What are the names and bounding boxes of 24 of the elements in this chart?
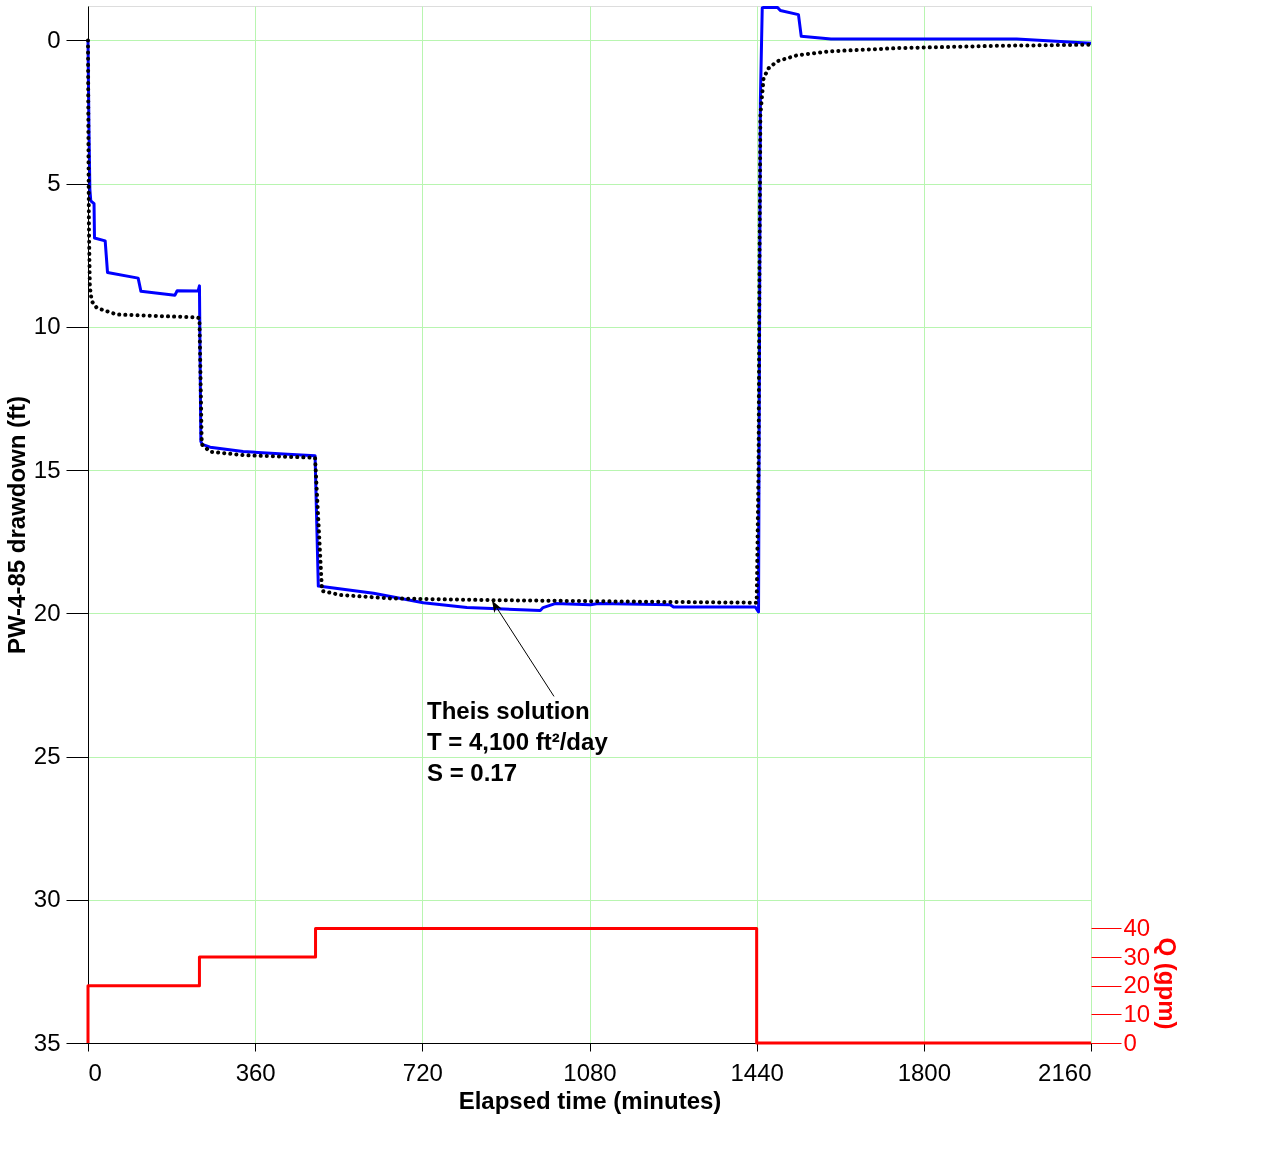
y-tick-label: 5 <box>47 169 61 197</box>
y-tick-label: 30 <box>33 885 61 913</box>
y-tick-label: 25 <box>33 742 61 770</box>
y-tick-label: 15 <box>33 455 61 483</box>
x-axis-title: Elapsed time (minutes) <box>458 1086 722 1114</box>
y-axis-title: PW-4-85 drawdown (ft) <box>2 395 30 655</box>
y2-axis-title: Q (gpm) <box>1154 937 1182 1030</box>
y-tick-label: 10 <box>33 312 61 340</box>
x-tick-label: 1800 <box>897 1058 952 1086</box>
y2-tick-label: 40 <box>1123 913 1151 941</box>
x-tick-label: 1080 <box>563 1058 617 1086</box>
x-tick-label: 720 <box>402 1058 443 1086</box>
x-tick-label: 1440 <box>730 1058 784 1086</box>
x-tick-label: 0 <box>88 1058 102 1086</box>
y2-tick-label: 20 <box>1123 971 1151 999</box>
y-tick-label: 35 <box>33 1028 61 1056</box>
y-tick-label: 20 <box>33 598 61 626</box>
y2-tick-label: 10 <box>1123 999 1151 1027</box>
y2-tick-label: 0 <box>1123 1028 1137 1056</box>
x-tick-label: 2160 <box>1038 1058 1092 1086</box>
y2-tick-label: 30 <box>1123 942 1151 970</box>
y-tick-label: 0 <box>47 25 61 53</box>
x-tick-label: 360 <box>235 1058 276 1086</box>
annotation: Theis solution T = 4,100 ft²/day S = 0.17 <box>426 697 609 787</box>
